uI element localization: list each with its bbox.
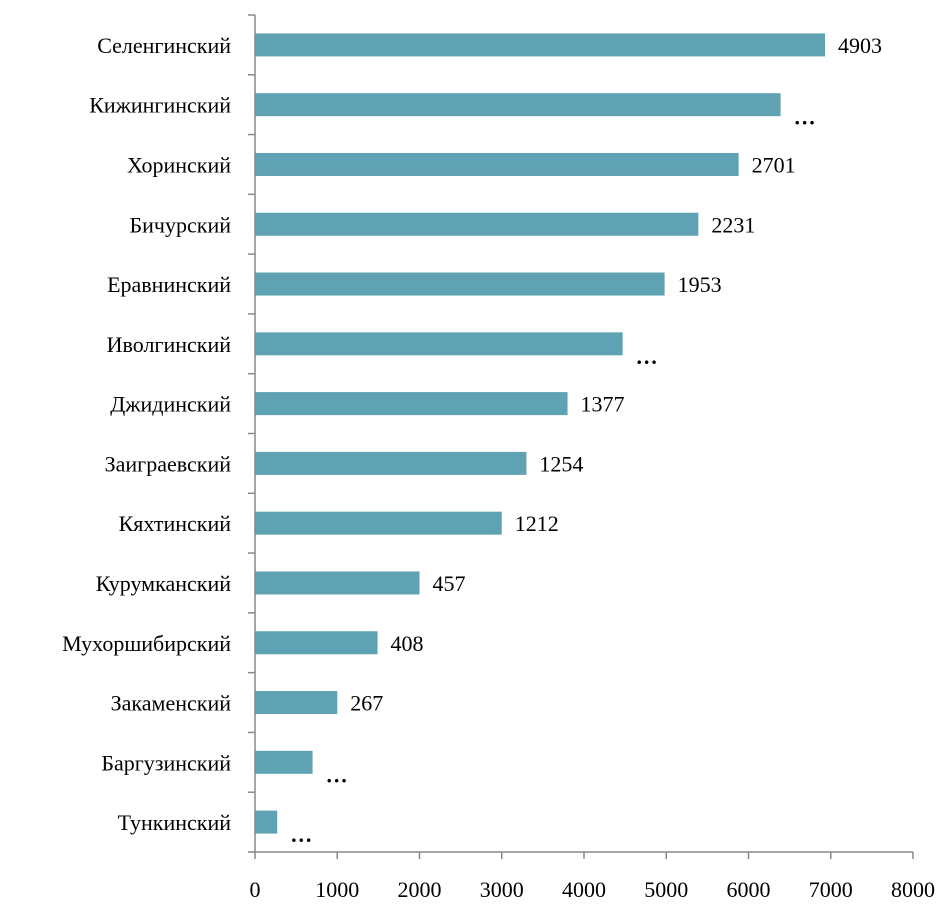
x-tick-label: 7000 (809, 877, 853, 902)
category-label: Джидинский (110, 392, 231, 417)
category-label: Иволгинский (107, 332, 232, 357)
bar (255, 571, 420, 595)
data-label: … (326, 762, 348, 787)
data-label: 1212 (515, 511, 559, 536)
category-label: Тункинский (118, 810, 232, 835)
data-label: 457 (433, 571, 466, 596)
category-label: Курумканский (96, 571, 231, 596)
data-label: 1254 (539, 451, 583, 476)
bar (255, 750, 313, 774)
bar (255, 810, 278, 834)
bar (255, 33, 825, 57)
data-label: 4903 (838, 33, 882, 58)
data-label: … (794, 105, 816, 130)
x-tick-label: 5000 (644, 877, 688, 902)
category-label: Кижингинский (89, 93, 231, 118)
category-label: Баргузинский (101, 750, 231, 775)
data-label: … (636, 344, 658, 369)
bar (255, 332, 623, 356)
x-tick-label: 4000 (562, 877, 606, 902)
x-tick-label: 2000 (398, 877, 442, 902)
bar (255, 93, 781, 117)
data-label: 408 (391, 631, 424, 656)
data-label: 267 (350, 691, 383, 716)
bar (255, 212, 699, 236)
data-labels: 4903 … 2701 2231 1953 … 1377 1254 1212 457 408 267 …… (290, 33, 882, 847)
category-label: Заиграевский (105, 451, 232, 476)
category-label: Кяхтинский (119, 511, 232, 536)
data-label: 1953 (678, 272, 722, 297)
category-label: Мухоршибирский (62, 631, 231, 656)
x-axis: 0 1000 2000 3000 4000 5000 6000 7000 8000 (248, 14, 935, 902)
data-label: 2701 (752, 152, 796, 177)
data-label: 1377 (581, 392, 625, 417)
bar (255, 631, 378, 655)
bar (255, 392, 568, 416)
x-tick-label: 0 (250, 877, 261, 902)
x-tick-label: 3000 (480, 877, 524, 902)
bar (255, 691, 338, 715)
x-tick-label: 8000 (891, 877, 935, 902)
category-axis: Селенгинский Кижингинский Хоринский Бичурск… (62, 33, 231, 835)
data-label: … (290, 822, 312, 847)
category-label: Селенгинский (97, 33, 231, 58)
bar (255, 451, 527, 475)
bar (255, 272, 665, 296)
category-label: Хоринский (127, 152, 231, 177)
data-label: 2231 (711, 212, 755, 237)
bar (255, 152, 739, 176)
category-label: Закаменский (111, 691, 232, 716)
x-tick-label: 1000 (315, 877, 359, 902)
category-label: Бичурский (130, 212, 232, 237)
x-tick-label: 6000 (727, 877, 771, 902)
category-label: Еравнинский (107, 272, 231, 297)
bar (255, 511, 502, 535)
bars-layer (255, 33, 825, 834)
